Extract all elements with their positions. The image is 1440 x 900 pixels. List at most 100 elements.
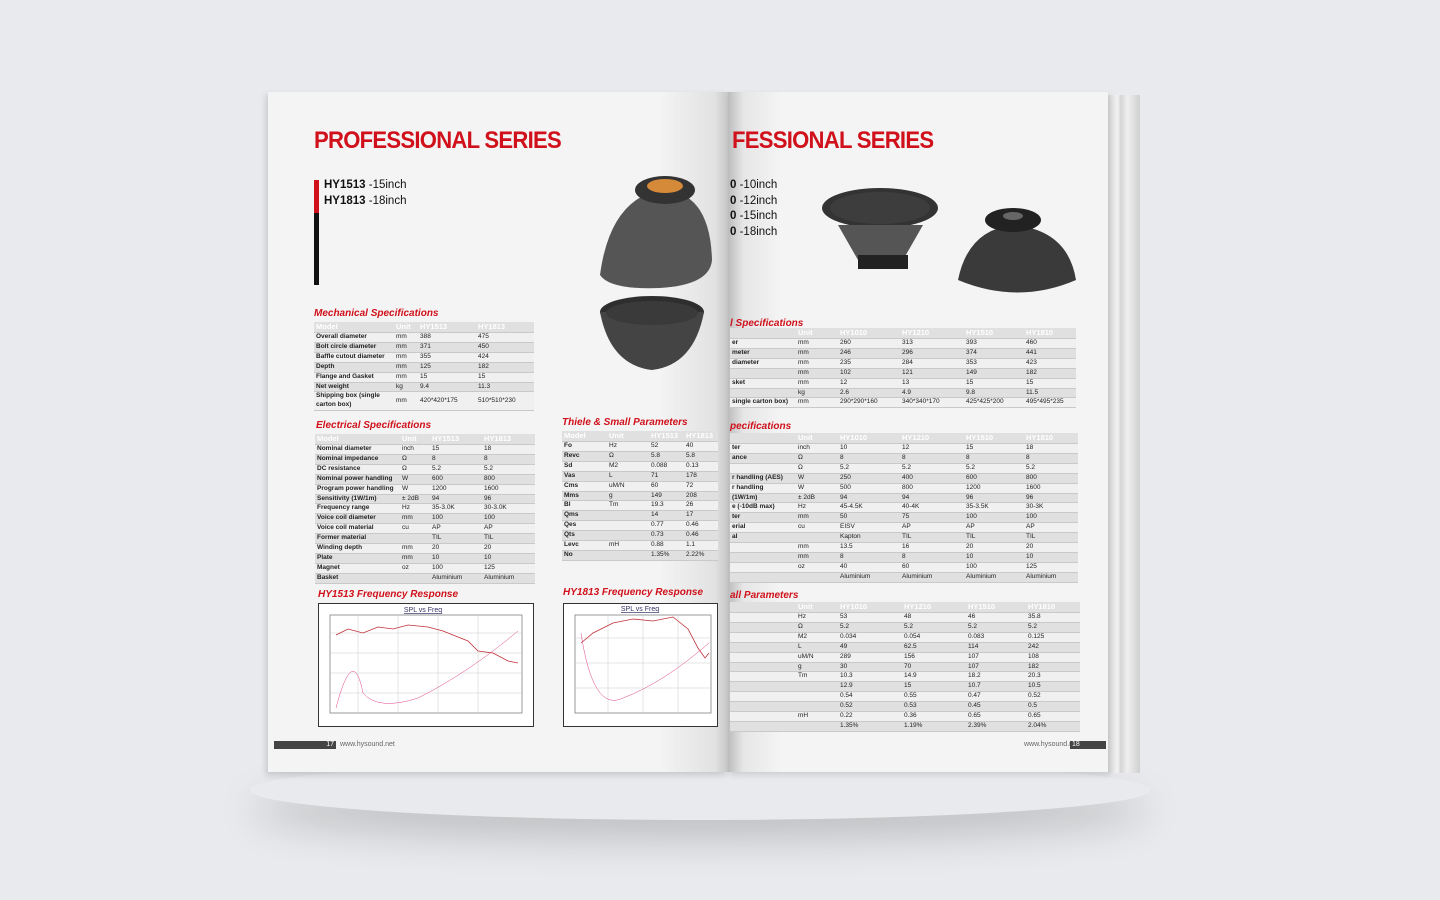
- cell: ± 2dB: [400, 494, 430, 505]
- cell: 50: [838, 512, 900, 524]
- table-row: oz 40 60 100 125: [730, 562, 1078, 573]
- speaker-side: [600, 190, 712, 289]
- cell: 260: [838, 338, 900, 349]
- cell: AP: [900, 522, 964, 534]
- header-cell: [730, 602, 796, 613]
- magnet-top: [1003, 212, 1023, 220]
- cell: 5.2: [482, 464, 535, 475]
- header-cell: Model: [562, 431, 607, 442]
- row-label: Program power handling: [315, 484, 400, 495]
- response-chart: SPL vs Freq: [318, 603, 534, 727]
- cell: TIL: [430, 533, 482, 545]
- cell: 0.65: [1026, 711, 1080, 722]
- header-row: Model Unit HY1513 HY1813: [314, 322, 534, 333]
- row-label: Net weight: [314, 382, 394, 393]
- cell: 108: [1026, 652, 1080, 663]
- chart-label: SPL vs Freq: [621, 606, 659, 613]
- response-chart: SPL vs Freq: [563, 603, 718, 727]
- row-label: Baffle cutout diameter: [314, 352, 394, 363]
- row-label: [730, 388, 796, 399]
- cell: 8: [900, 453, 964, 464]
- cell: 182: [1026, 662, 1080, 673]
- table: Unit HY1010 HY1210 HY1510 HY1810 er mm 260 313 39…: [730, 328, 1076, 409]
- cell: 15: [430, 444, 482, 455]
- speaker-side: [958, 225, 1076, 293]
- header-cell: HY1210: [900, 433, 964, 444]
- table-row: Voice coil material cu AP AP: [315, 523, 535, 535]
- cell: [796, 681, 838, 693]
- row-label: Winding depth: [315, 543, 400, 554]
- table-row: sket mm 12 13 15 15: [730, 378, 1076, 389]
- cell: 0.46: [684, 520, 718, 532]
- cell: 800: [1024, 473, 1078, 484]
- cell: 107: [966, 652, 1026, 663]
- cell: 40-4K: [900, 502, 964, 514]
- cell: Aluminium: [482, 573, 535, 584]
- cell: Hz: [607, 441, 649, 452]
- row-label: ance: [730, 453, 796, 464]
- speaker-basket: [600, 312, 704, 370]
- row-label: Voice coil material: [315, 523, 400, 535]
- cell: 15: [964, 378, 1024, 389]
- spec-table: Model Unit HY1513 HY1813 Fo Hz 52 40 Revc Ω 5.8 5.8…: [562, 431, 718, 561]
- table-row: er mm 260 313 393 460: [730, 338, 1076, 349]
- cell: 0.46: [684, 530, 718, 542]
- row-label: Flange and Gasket: [314, 372, 394, 383]
- table-row: mm 102 121 149 182: [730, 368, 1076, 379]
- cell: 246: [838, 348, 900, 359]
- cell: Hz: [796, 502, 838, 514]
- cell: 374: [964, 348, 1024, 359]
- magnet-top: [647, 179, 683, 193]
- header-cell: [730, 328, 796, 339]
- cell: 353: [964, 358, 1024, 369]
- cell: 5.2: [838, 622, 902, 633]
- header-cell: HY1010: [838, 602, 902, 613]
- header-cell: Model: [315, 434, 400, 445]
- speaker-images: [822, 188, 1076, 293]
- cell: 52: [649, 441, 684, 452]
- cell: 178: [684, 471, 718, 482]
- cell: 441: [1024, 348, 1076, 359]
- row-label: erial: [730, 522, 796, 534]
- header-cell: HY1810: [1024, 433, 1078, 444]
- row-label: Qts: [562, 530, 607, 542]
- cell: 26: [684, 500, 718, 512]
- cell: 60: [649, 481, 684, 492]
- cell: Aluminium: [838, 572, 900, 583]
- cell: 0.52: [838, 701, 902, 713]
- cell: 182: [1024, 368, 1076, 379]
- table-row: uM/N 289 156 107 108: [730, 652, 1080, 663]
- header-cell: HY1813: [482, 434, 535, 445]
- cell: cu: [400, 523, 430, 535]
- cell: 35-3.0K: [430, 503, 482, 515]
- table-row: meter mm 246 296 374 441: [730, 348, 1076, 359]
- row-label: [730, 652, 796, 663]
- cell: 8: [964, 453, 1024, 464]
- cell: Tm: [796, 671, 838, 683]
- header-cell: HY1513: [430, 434, 482, 445]
- cell: [607, 550, 649, 561]
- table-row: diameter mm 235 284 353 423: [730, 358, 1076, 369]
- table-row: Bl Tm 19.3 26: [562, 500, 718, 512]
- row-label: er: [730, 338, 796, 349]
- cell: 17: [684, 510, 718, 522]
- model-line: 0 -18inch: [730, 225, 777, 241]
- table-row: Ω 5.2 5.2 5.2 5.2: [730, 622, 1080, 633]
- header-cell: Unit: [400, 434, 430, 445]
- row-label: [730, 721, 796, 732]
- row-label: r handling: [730, 483, 796, 494]
- model-line: 0 -12inch: [730, 194, 777, 210]
- table-row: (1W/1m) ± 2dB 94 94 96 96: [730, 493, 1078, 504]
- cell: 425*425*200: [964, 397, 1024, 409]
- cell: AP: [482, 523, 535, 535]
- cell: mm: [796, 542, 838, 553]
- table-row: Frequency range Hz 35-3.0K 30-3.0K: [315, 503, 535, 515]
- table-row: L 49 62.5 114 242: [730, 642, 1080, 653]
- cell: [796, 721, 838, 732]
- table-row: single carton box) mm 290*290*160 340*340*1…: [730, 397, 1076, 409]
- cell: 62.5: [902, 642, 966, 653]
- cell: M2: [796, 632, 838, 643]
- table-row: Voice coil diameter mm 100 100: [315, 513, 535, 525]
- header-row: Unit HY1010 HY1210 HY1510 HY1810: [730, 602, 1080, 613]
- cell: 9.4: [418, 382, 476, 393]
